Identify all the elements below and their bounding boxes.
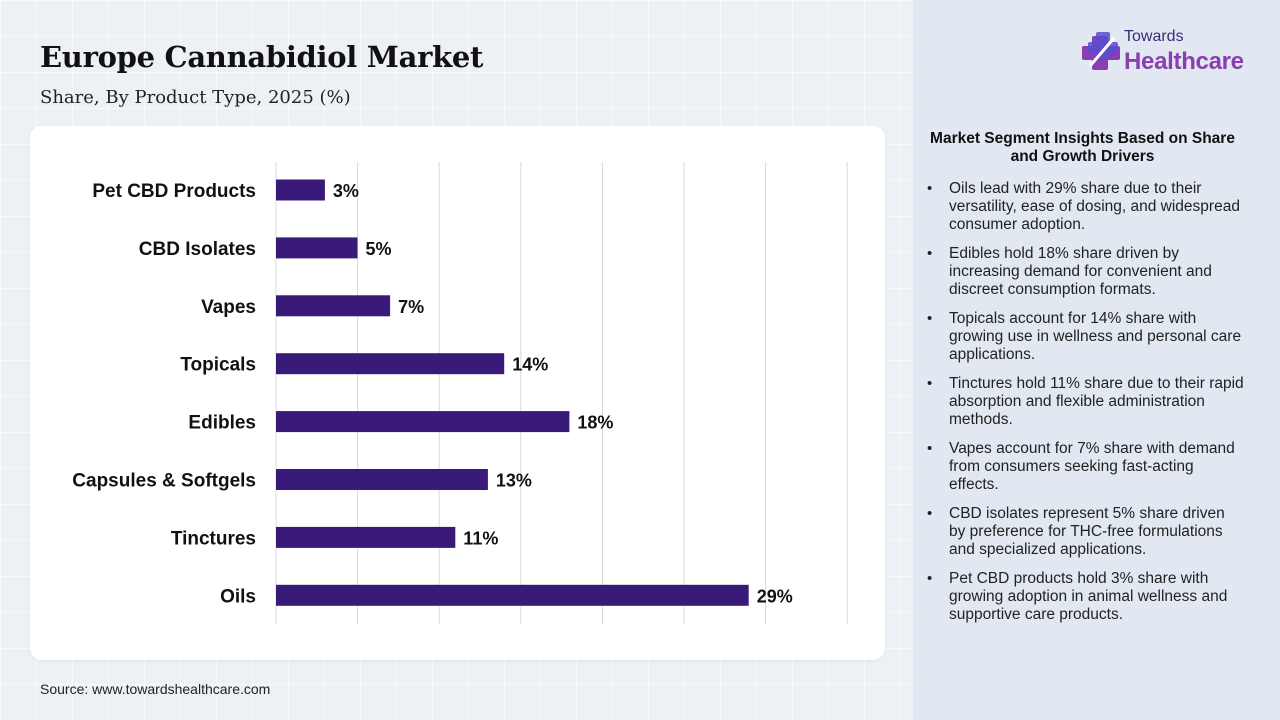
bullet-icon: • bbox=[927, 310, 933, 327]
category-label: Vapes bbox=[201, 297, 256, 318]
value-label: 13% bbox=[496, 471, 532, 491]
page-subtitle: Share, By Product Type, 2025 (%) bbox=[40, 87, 351, 108]
insight-text: Vapes account for 7% share with demand f… bbox=[949, 440, 1235, 493]
value-label: 7% bbox=[398, 297, 424, 317]
insights-title: Market Segment Insights Based on Share a… bbox=[930, 130, 1235, 165]
value-label: 14% bbox=[512, 355, 548, 375]
category-label: CBD Isolates bbox=[139, 239, 256, 260]
insight-item: • Vapes account for 7% share with demand … bbox=[925, 440, 1245, 494]
category-label: Edibles bbox=[188, 413, 256, 434]
category-label: Oils bbox=[220, 586, 256, 607]
value-label: 29% bbox=[757, 586, 793, 606]
category-label: Pet CBD Products bbox=[92, 181, 256, 202]
insight-text: CBD isolates represent 5% share driven b… bbox=[949, 505, 1225, 558]
insight-text: Topicals account for 14% share with grow… bbox=[949, 310, 1242, 363]
insight-text: Pet CBD products hold 3% share with grow… bbox=[949, 570, 1228, 623]
bar bbox=[276, 353, 505, 375]
category-label: Topicals bbox=[180, 355, 256, 376]
cross-plus-logo-icon bbox=[1082, 32, 1120, 70]
value-label: 18% bbox=[577, 413, 613, 433]
bullet-icon: • bbox=[927, 375, 933, 392]
source-note: Source: www.towardshealthcare.com bbox=[40, 681, 271, 697]
bullet-icon: • bbox=[927, 245, 933, 262]
insights-panel bbox=[913, 0, 1280, 720]
insight-item: • Pet CBD products hold 3% share with gro… bbox=[925, 570, 1245, 624]
bar bbox=[276, 469, 488, 490]
bar bbox=[276, 411, 570, 433]
bar bbox=[276, 584, 749, 606]
page-title: Europe Cannabidiol Market bbox=[40, 40, 484, 74]
category-label: Tinctures bbox=[171, 528, 256, 549]
brand-logo: Towards Healthcare bbox=[1080, 28, 1260, 80]
bar-chart: Pet CBD Products 3% CBD Isolates 5% Vapes 7% T… bbox=[72, 162, 848, 624]
value-label: 11% bbox=[463, 528, 498, 548]
logo-text-big: Healthcare bbox=[1124, 48, 1244, 75]
insight-text: Tinctures hold 11% share due to their ra… bbox=[949, 375, 1244, 428]
bar bbox=[276, 526, 456, 548]
logo-text-small: Towards bbox=[1124, 28, 1184, 45]
bar bbox=[276, 237, 358, 259]
value-label: 5% bbox=[366, 239, 392, 259]
bullet-icon: • bbox=[927, 505, 933, 522]
insight-text: Oils lead with 29% share due to their ve… bbox=[949, 180, 1240, 233]
bullet-icon: • bbox=[927, 180, 933, 197]
insight-item: • Tinctures hold 11% share due to their r… bbox=[925, 375, 1245, 429]
bullet-icon: • bbox=[927, 440, 933, 457]
value-label: 3% bbox=[333, 181, 359, 201]
insight-item: • Oils lead with 29% share due to their v… bbox=[925, 180, 1245, 234]
insight-item: • Edibles hold 18% share driven by increa… bbox=[925, 245, 1245, 299]
insights-list: • Oils lead with 29% share due to their v… bbox=[925, 180, 1245, 635]
chart-card: Pet CBD Products 3% CBD Isolates 5% Vapes 7% T… bbox=[30, 126, 885, 660]
bar bbox=[276, 179, 325, 201]
bar bbox=[276, 295, 391, 317]
bullet-icon: • bbox=[927, 570, 933, 587]
insight-text: Edibles hold 18% share driven by increas… bbox=[949, 245, 1212, 298]
insight-item: • CBD isolates represent 5% share driven … bbox=[925, 505, 1245, 559]
insight-item: • Topicals account for 14% share with gro… bbox=[925, 310, 1245, 364]
category-label: Capsules & Softgels bbox=[72, 471, 256, 492]
